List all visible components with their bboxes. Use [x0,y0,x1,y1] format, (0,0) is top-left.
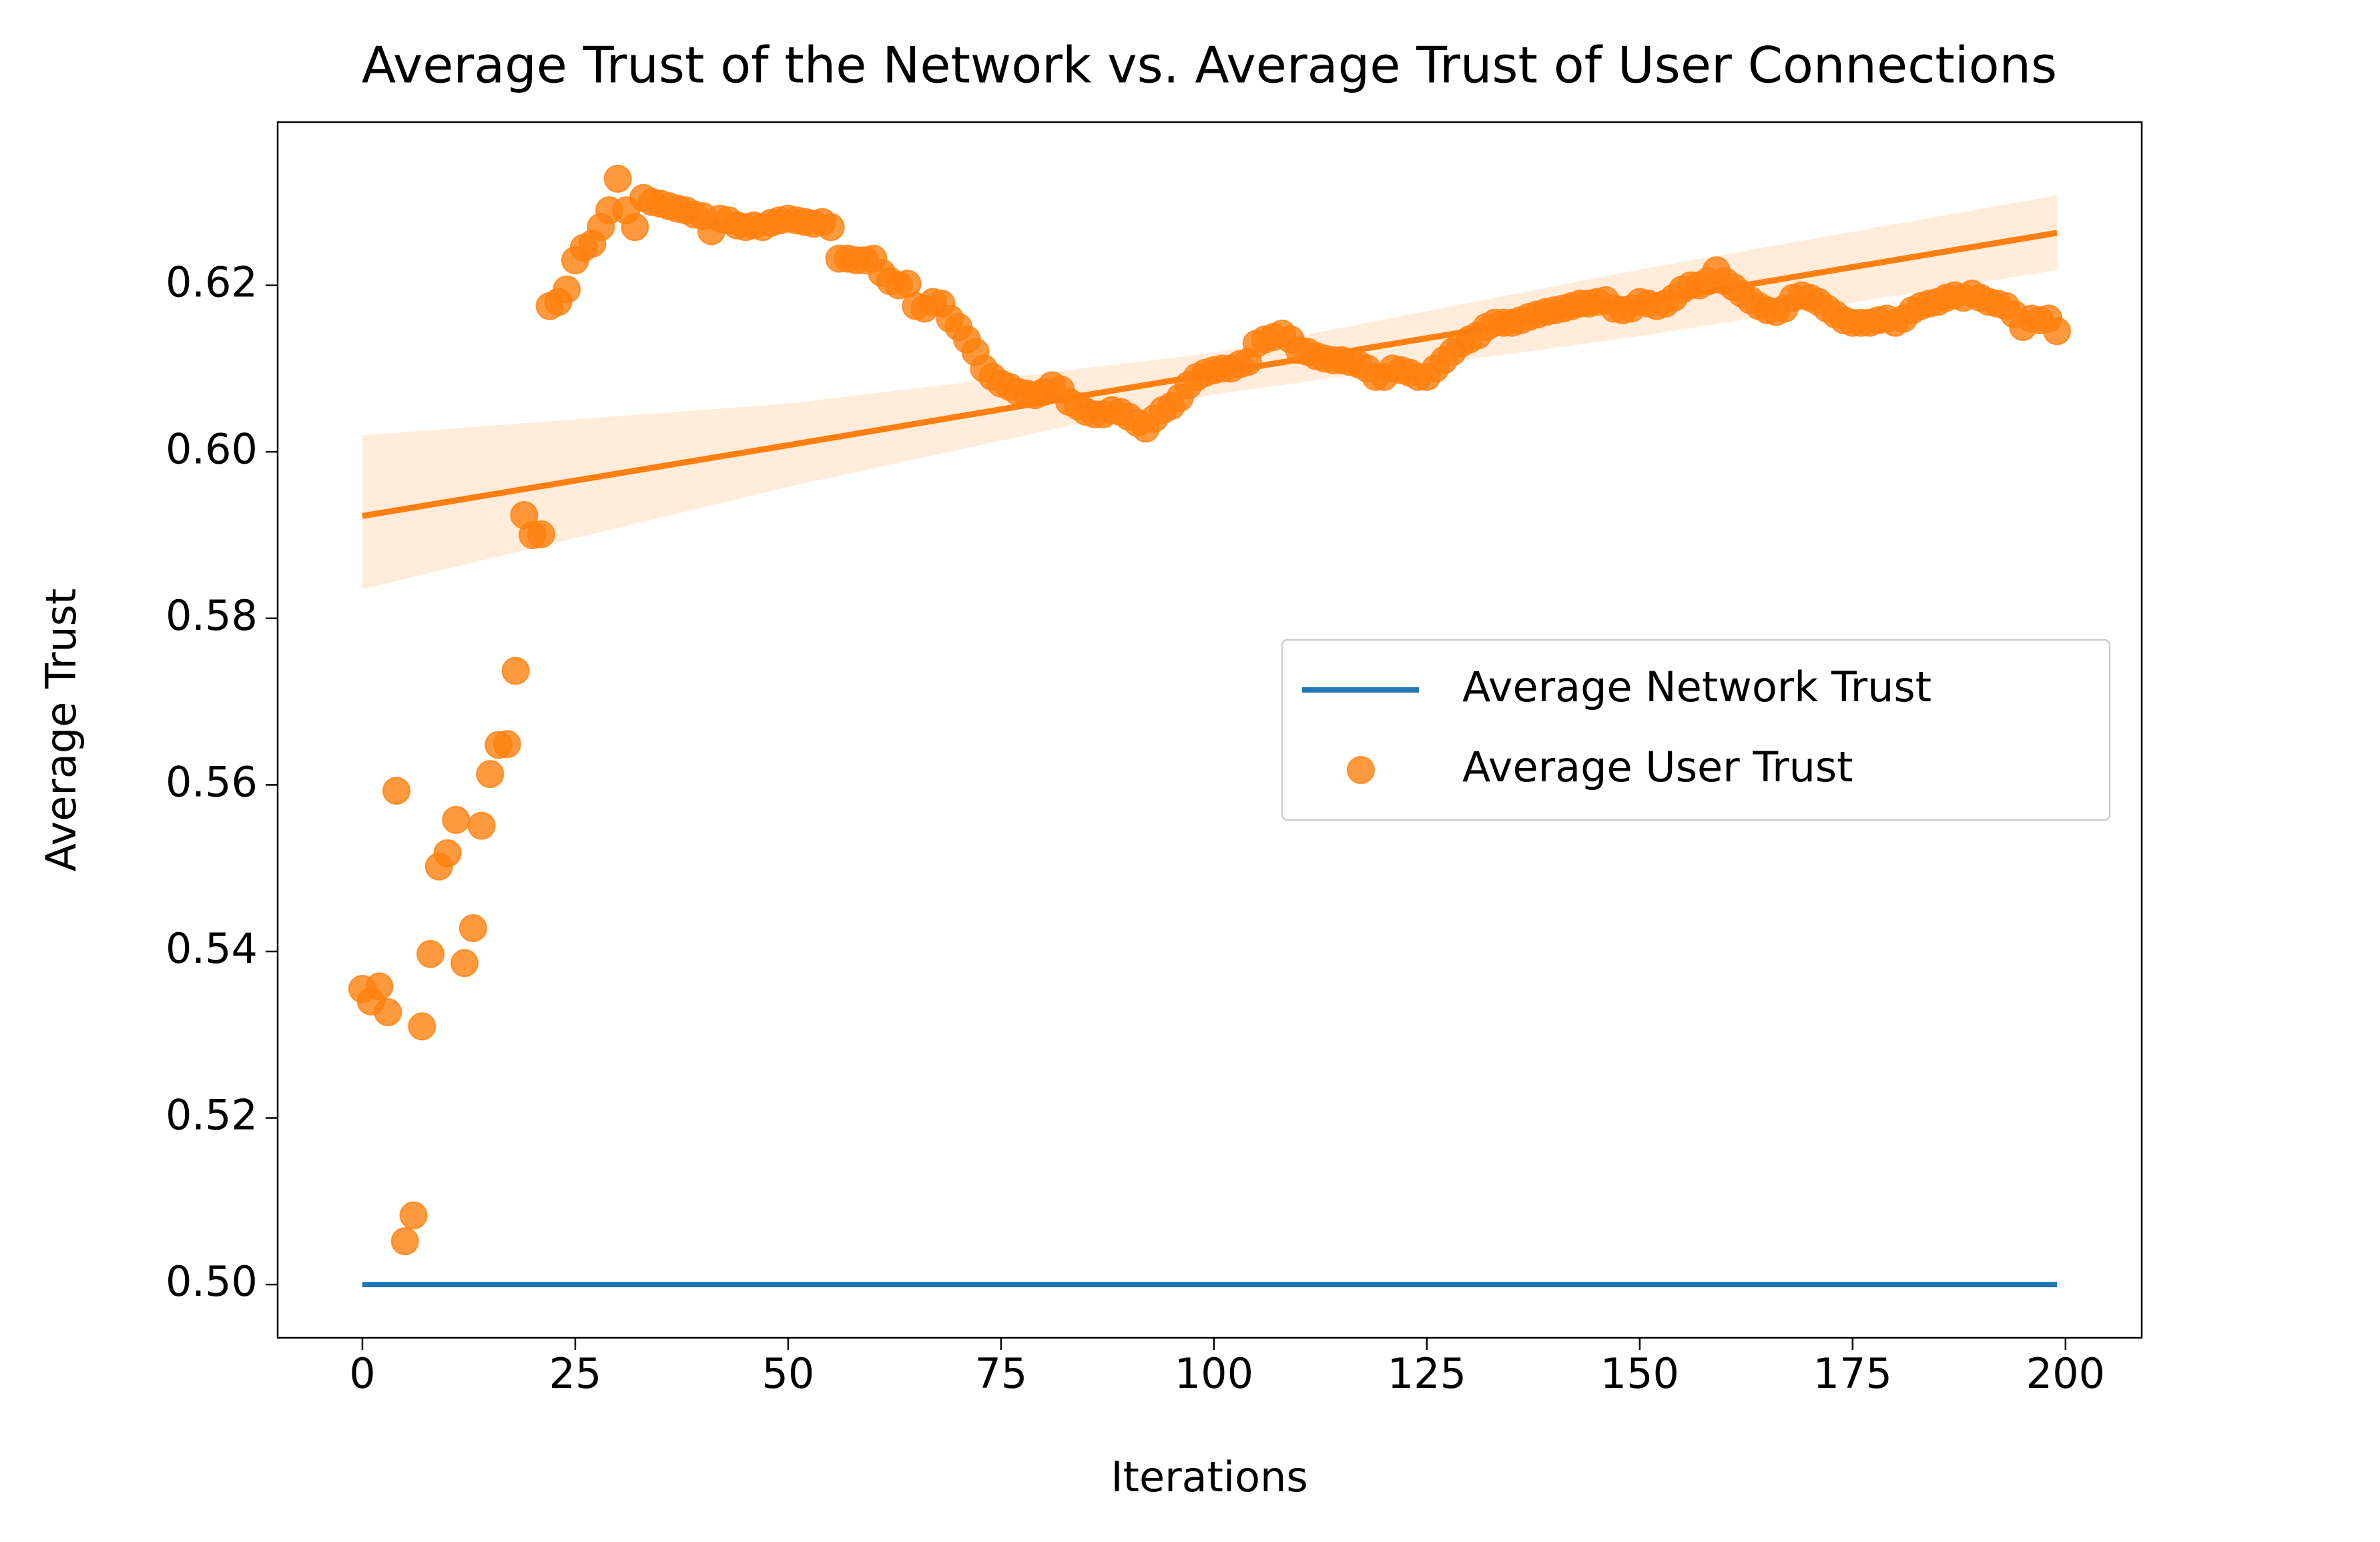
scatter-point [459,914,487,943]
scatter-point [374,998,402,1027]
legend-label: Average Network Trust [1462,663,1931,711]
scatter-point [442,805,471,834]
x-tick-label: 100 [1175,1349,1253,1398]
y-tick-label: 0.60 [166,424,258,473]
scatter-point [2043,317,2072,346]
y-tick-label: 0.52 [166,1091,258,1140]
legend-label: Average User Trust [1462,743,1853,791]
legend-box [1281,639,2111,821]
x-tick-label: 150 [1600,1349,1679,1398]
x-tick-label: 75 [974,1349,1027,1398]
scatter-point [493,730,521,759]
legend: Average Network Trust Average User Trust [1281,639,2111,821]
y-tick-label: 0.54 [166,924,258,973]
scatter-point [501,657,530,685]
legend-swatch [1347,756,1375,784]
scatter-point [621,213,649,242]
scatter-point [816,213,845,242]
scatter-point [390,1227,419,1256]
scatter-point [382,777,410,805]
y-axis-label: Average Trust [37,589,85,871]
x-tick-label: 125 [1388,1349,1466,1398]
chart-title: Average Trust of the Network vs. Average… [362,36,2057,95]
scatter-point [451,949,479,978]
scatter-point [553,275,581,304]
scatter-point [527,520,555,548]
x-tick-label: 50 [762,1349,814,1398]
y-tick-label: 0.62 [166,258,258,307]
scatter-point [416,939,445,968]
x-tick-label: 200 [2026,1349,2105,1398]
x-axis-label: Iterations [1111,1453,1307,1501]
scatter-point [408,1012,436,1041]
x-tick-label: 0 [349,1349,375,1398]
axes-frame [276,121,2143,1339]
x-tick-label: 25 [549,1349,601,1398]
scatter-point [399,1201,428,1230]
scatter-point [365,972,394,1001]
regression-line [362,230,2058,519]
scatter-point [467,811,496,840]
x-tick-label: 175 [1813,1349,1892,1398]
scatter-point [433,839,462,867]
y-tick-label: 0.56 [166,757,258,806]
scatter-point [476,760,505,789]
y-tick-label: 0.58 [166,591,258,640]
y-tick-label: 0.50 [166,1257,258,1306]
scatter-point [603,164,632,193]
